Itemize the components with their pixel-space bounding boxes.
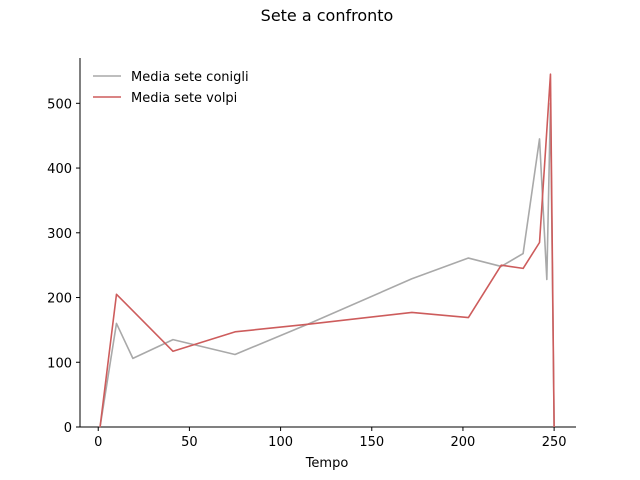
legend-label-1: Media sete conigli (131, 70, 249, 85)
y-tick-label: 500 (47, 97, 72, 112)
series-line-1 (99, 102, 555, 428)
x-axis-title: Tempo (305, 456, 349, 471)
y-tick-label: 100 (47, 356, 72, 371)
axes: 0 50 100 150 200 250 0 100 200 300 400 500 (47, 58, 576, 450)
series-line-2 (99, 73, 555, 428)
x-tick-label: 200 (451, 435, 476, 450)
legend-label-2: Media sete volpi (131, 91, 237, 106)
x-tick-label: 100 (268, 435, 293, 450)
legend: Media sete conigli Media sete volpi (93, 70, 249, 106)
y-tick-label: 400 (47, 162, 72, 177)
x-tick-label: 50 (181, 435, 198, 450)
x-tick-label: 0 (94, 435, 102, 450)
y-tick-label: 200 (47, 292, 72, 307)
y-tick-label: 0 (64, 421, 72, 436)
series-layer (99, 73, 555, 428)
chart-title: Sete a confronto (261, 6, 394, 25)
x-tick-label: 150 (359, 435, 384, 450)
x-tick-label: 250 (542, 435, 567, 450)
y-tick-label: 300 (47, 227, 72, 242)
